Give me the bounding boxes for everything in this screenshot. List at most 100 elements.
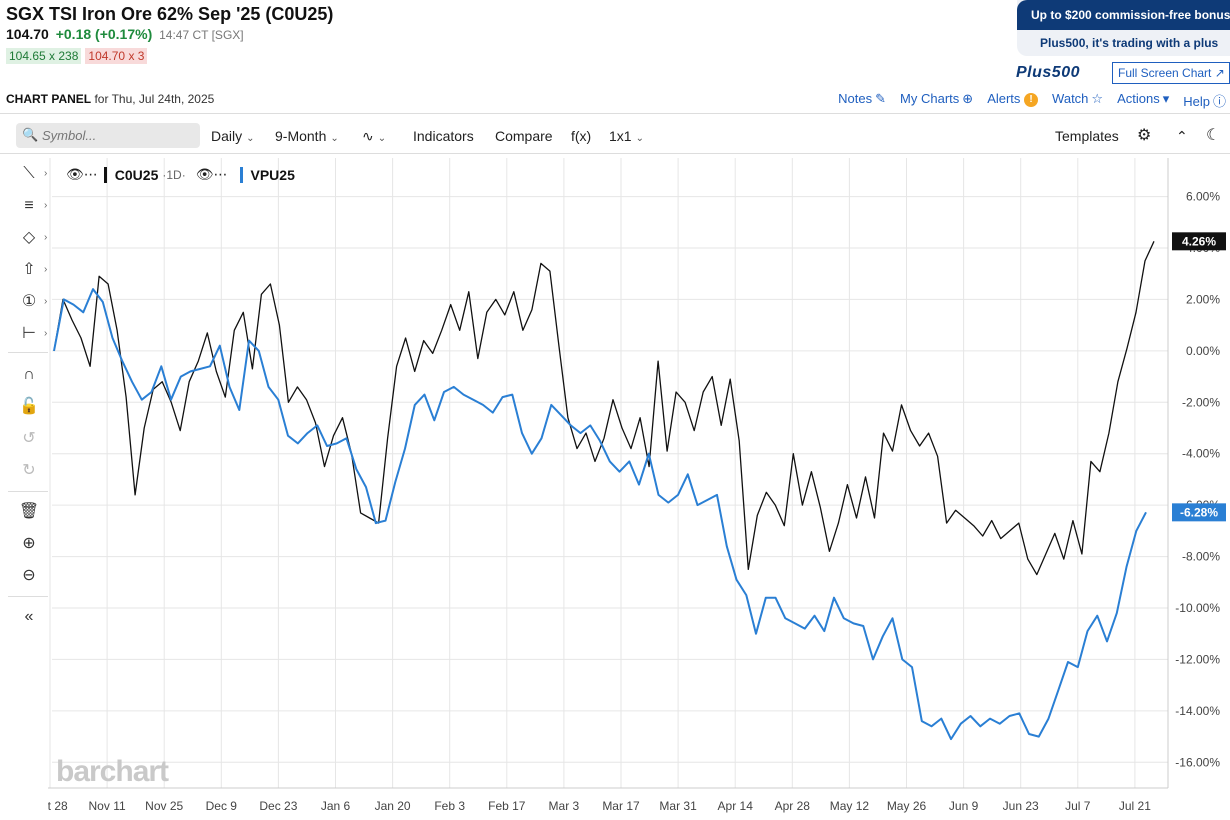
x-tick-label: May 12 <box>830 799 870 813</box>
zoom-out-icon[interactable]: ⊖ <box>22 567 36 584</box>
bid-value: 104.65 x 238 <box>6 48 82 64</box>
price-chart[interactable]: 6.00%4.00%2.00%0.00%-2.00%-4.00%-6.00%-8… <box>48 158 1230 820</box>
plus-circle-icon: ⊕ <box>962 91 974 106</box>
last-value-tag <box>1172 232 1226 251</box>
chevron-down-icon: ⌄ <box>635 133 644 144</box>
chart-panel-date: for Thu, Jul 24th, 2025 <box>94 92 215 106</box>
y-tick-label: -8.00% <box>1182 550 1220 564</box>
x-tick-label: May 26 <box>887 799 927 813</box>
measure-tool-icon[interactable]: ⊢ › <box>22 325 48 342</box>
y-tick-label: 6.00% <box>1186 190 1220 204</box>
x-tick-label: Jan 6 <box>321 799 351 813</box>
help-icon: ⓘ <box>1212 94 1226 109</box>
last-value-label: 4.26% <box>1182 234 1216 248</box>
y-tick-label: -4.00% <box>1182 447 1220 461</box>
x-tick-label: Feb 3 <box>434 799 465 813</box>
fx-button[interactable]: f(x) <box>571 128 592 144</box>
zoom-in-icon[interactable]: ⊕ <box>22 535 36 552</box>
collapse-toolbar-icon[interactable]: « <box>24 608 34 625</box>
shapes-tool-icon[interactable]: ◇ › <box>22 229 48 246</box>
x-tick-label: Mar 17 <box>602 799 640 813</box>
symbol-search-input[interactable] <box>16 123 200 148</box>
collapse-up-icon[interactable]: ⌃ <box>1176 128 1188 144</box>
annotation-tool-icon[interactable]: ① › <box>21 293 48 310</box>
eye-icon[interactable]: 👁⋯ <box>195 166 228 182</box>
lock-icon[interactable]: 🔓 <box>19 398 39 415</box>
x-tick-label: Jun 23 <box>1003 799 1039 813</box>
ask-value: 104.70 x 3 <box>85 48 148 64</box>
divider <box>0 113 1230 114</box>
star-icon: ☆ <box>1091 91 1104 106</box>
x-tick-label: Feb 17 <box>488 799 526 813</box>
chart-type-select[interactable]: ∿ ⌄ <box>362 128 386 145</box>
watch-label: Watch <box>1052 91 1089 106</box>
y-tick-label: -14.00% <box>1175 704 1220 718</box>
alerts-link[interactable]: Alerts ! <box>987 91 1039 110</box>
trendline-tool-icon[interactable]: ⟍ › <box>23 165 48 182</box>
series-1-swatch <box>103 166 107 183</box>
layout-select[interactable]: 1x1 ⌄ <box>609 128 644 144</box>
last-price: 104.70 <box>6 26 49 42</box>
x-tick-label: Jul 7 <box>1065 799 1091 813</box>
fib-tool-icon[interactable]: ≡ › <box>24 197 48 214</box>
help-label: Help <box>1183 94 1210 109</box>
expand-icon: ↗ <box>1214 66 1225 80</box>
actions-link[interactable]: Actions ▾ <box>1117 91 1169 110</box>
full-screen-chart-button[interactable]: Full Screen Chart ↗ <box>1112 62 1230 84</box>
x-tick-label: Apr 14 <box>718 799 754 813</box>
arrow-tool-icon[interactable]: ⇧ › <box>22 261 48 278</box>
alerts-label: Alerts <box>987 91 1021 106</box>
legend-symbol-1[interactable]: C0U25 <box>114 166 159 183</box>
y-tick-label: 2.00% <box>1186 292 1220 306</box>
x-tick-label: Mar 31 <box>659 799 697 813</box>
series-2-swatch <box>239 166 243 183</box>
y-tick-label: -12.00% <box>1175 652 1220 666</box>
undo-icon[interactable]: ↺ <box>22 430 36 447</box>
my-charts-link[interactable]: My Charts ⊕ <box>900 91 973 110</box>
divider <box>8 352 48 353</box>
x-tick-label: Nov 25 <box>145 799 183 813</box>
templates-button[interactable]: Templates <box>1055 128 1119 144</box>
chevron-down-icon: ⌄ <box>246 133 255 144</box>
x-tick-label: Oct 28 <box>48 799 68 813</box>
search-icon: 🔍 <box>22 127 39 142</box>
chart-legend: 👁⋯ C0U25 ·1D· 👁⋯ VPU25 <box>66 166 295 183</box>
notes-link[interactable]: Notes ✎ <box>838 91 886 110</box>
eye-icon[interactable]: 👁⋯ <box>66 166 98 182</box>
magnet-icon[interactable]: ∩ <box>23 366 35 383</box>
redo-icon[interactable]: ↻ <box>22 462 36 479</box>
plus500-logo[interactable]: Plus500 <box>1016 64 1080 81</box>
compare-button[interactable]: Compare <box>495 128 553 144</box>
chart-panel-label: CHART PANEL for Thu, Jul 24th, 2025 <box>6 92 214 106</box>
help-link[interactable]: Help ⓘ <box>1183 91 1226 110</box>
x-tick-label: Apr 28 <box>775 799 811 813</box>
alert-icon: ! <box>1024 92 1039 107</box>
interval-label: Daily <box>211 128 243 144</box>
promo-line-1[interactable]: Up to $200 commission-free bonus <box>1017 0 1230 30</box>
range-select[interactable]: 9-Month ⌄ <box>275 128 339 144</box>
divider <box>8 596 48 597</box>
x-tick-label: Mar 3 <box>549 799 580 813</box>
range-label: 9-Month <box>275 128 327 144</box>
quote-time: 14:47 CT [SGX] <box>159 28 244 42</box>
price-line: 104.70 +0.18 (+0.17%) 14:47 CT [SGX] <box>6 26 244 42</box>
legend-symbol-2[interactable]: VPU25 <box>250 166 295 183</box>
panel-links: Notes ✎ My Charts ⊕ Alerts ! Watch ☆ Action… <box>838 91 1226 110</box>
chevron-down-icon: ⌄ <box>330 133 339 144</box>
y-tick-label: -16.00% <box>1175 755 1220 769</box>
watch-link[interactable]: Watch ☆ <box>1052 91 1103 110</box>
indicators-button[interactable]: Indicators <box>413 128 474 144</box>
page-title: SGX TSI Iron Ore 62% Sep '25 (C0U25) <box>6 4 334 24</box>
y-tick-label: 0.00% <box>1186 344 1220 358</box>
dark-mode-moon-icon[interactable]: ☾ <box>1206 127 1221 144</box>
interval-select[interactable]: Daily ⌄ <box>211 128 255 144</box>
line-chart-icon: ∿ <box>362 128 374 144</box>
promo-banner[interactable]: Up to $200 commission-free bonus Plus500… <box>1017 0 1230 56</box>
y-tick-label: -2.00% <box>1182 395 1220 409</box>
settings-gear-icon[interactable]: ⚙ <box>1137 127 1152 144</box>
chart-panel-title: CHART PANEL <box>6 92 92 106</box>
trash-icon[interactable]: 🗑 <box>18 503 40 520</box>
promo-line-2[interactable]: Plus500, it's trading with a plus <box>1040 36 1219 50</box>
edit-icon: ✎ <box>875 91 887 106</box>
series-line-vpu25 <box>53 288 1147 741</box>
